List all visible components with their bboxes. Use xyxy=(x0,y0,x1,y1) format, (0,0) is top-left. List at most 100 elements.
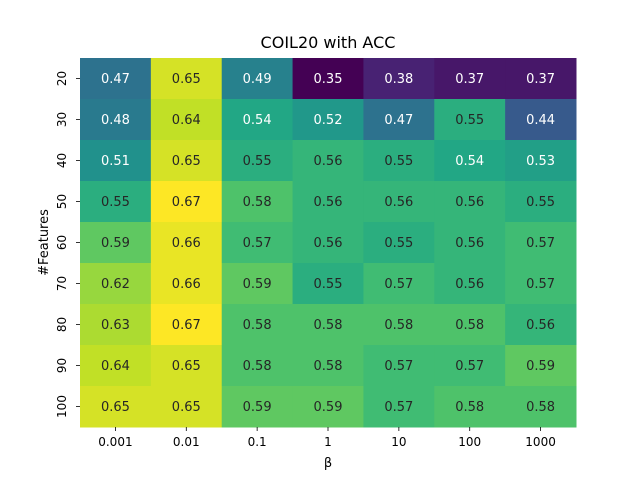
heatmap-cell xyxy=(434,58,506,100)
cell-value-label: 0.55 xyxy=(526,195,555,210)
heatmap-cell xyxy=(150,304,223,346)
x-axis-ticks: 0.001 0.01 0.1 1 10 100 1000 xyxy=(98,427,556,449)
x-tick-label: 100 xyxy=(458,435,481,449)
cell-value-label: 0.57 xyxy=(526,236,555,251)
heatmap-cell xyxy=(80,386,152,428)
cell-value-label: 0.53 xyxy=(526,154,555,169)
heatmap-cell xyxy=(434,386,506,428)
cell-value-label: 0.38 xyxy=(384,72,413,87)
heatmap-cell xyxy=(505,304,577,346)
heatmap-cell xyxy=(221,99,294,141)
heatmap-cell xyxy=(150,386,223,428)
cell-value-label: 0.64 xyxy=(101,359,130,374)
heatmap-cell xyxy=(221,222,294,264)
heatmap-cell xyxy=(363,99,435,141)
cell-value-label: 0.57 xyxy=(455,359,484,374)
heatmap-cell xyxy=(363,386,435,428)
cell-value-label: 0.55 xyxy=(314,277,343,292)
heatmap-cell xyxy=(292,263,364,305)
cell-value-label: 0.59 xyxy=(101,236,130,251)
heatmap-cell xyxy=(150,99,223,141)
cell-value-label: 0.58 xyxy=(455,318,484,333)
cell-value-label: 0.58 xyxy=(243,195,272,210)
heatmap-cell xyxy=(80,222,152,264)
x-tick-label: 1 xyxy=(324,435,332,449)
heatmap-cell xyxy=(292,222,364,264)
cell-value-label: 0.59 xyxy=(243,400,272,415)
heatmap-cell xyxy=(80,345,152,387)
cell-value-label: 0.58 xyxy=(384,318,413,333)
heatmap-cell xyxy=(292,386,364,428)
cell-value-label: 0.55 xyxy=(101,195,130,210)
cell-value-label: 0.49 xyxy=(243,72,272,87)
heatmap-cell xyxy=(221,345,294,387)
cell-value-label: 0.56 xyxy=(526,318,555,333)
cell-value-label: 0.58 xyxy=(243,359,272,374)
cell-value-label: 0.59 xyxy=(314,400,343,415)
heatmap-cell xyxy=(221,140,294,182)
cell-value-label: 0.57 xyxy=(384,277,413,292)
cell-value-label: 0.66 xyxy=(172,236,201,251)
heatmap-cell xyxy=(434,222,506,264)
heatmap-cell xyxy=(221,58,294,100)
cell-value-label: 0.67 xyxy=(172,195,201,210)
cell-value-label: 0.58 xyxy=(455,400,484,415)
cell-value-label: 0.54 xyxy=(243,113,272,128)
heatmap-cell xyxy=(292,140,364,182)
heatmap-cell xyxy=(80,58,152,100)
heatmap-cell xyxy=(505,345,577,387)
y-tick-label: 40 xyxy=(55,153,69,168)
heatmap-cell xyxy=(80,140,152,182)
heatmap-cell xyxy=(434,181,506,223)
cell-value-label: 0.63 xyxy=(101,318,130,333)
heatmap-cell xyxy=(221,263,294,305)
x-axis-label: β xyxy=(324,456,332,471)
heatmap-cell xyxy=(363,181,435,223)
cell-value-label: 0.47 xyxy=(384,113,413,128)
heatmap-cell xyxy=(150,181,223,223)
y-axis-ticks: 20 30 40 50 60 70 80 90 100 xyxy=(55,71,80,418)
x-tick-label: 10 xyxy=(391,435,406,449)
heatmap-cell xyxy=(150,345,223,387)
cell-value-label: 0.37 xyxy=(455,72,484,87)
cell-value-label: 0.56 xyxy=(455,236,484,251)
heatmap-cell xyxy=(505,222,577,264)
y-tick-label: 20 xyxy=(55,71,69,86)
heatmap-cell xyxy=(505,181,577,223)
cell-value-label: 0.58 xyxy=(314,318,343,333)
heatmap-cell xyxy=(150,58,223,100)
cell-value-label: 0.65 xyxy=(172,154,201,169)
cell-value-label: 0.57 xyxy=(384,359,413,374)
y-tick-label: 90 xyxy=(55,358,69,373)
cell-value-label: 0.56 xyxy=(314,236,343,251)
heatmap-cell xyxy=(221,386,294,428)
heatmap-cell xyxy=(505,386,577,428)
cell-value-label: 0.56 xyxy=(455,195,484,210)
cell-value-label: 0.56 xyxy=(314,195,343,210)
heatmap-cell xyxy=(221,304,294,346)
y-tick-label: 80 xyxy=(55,317,69,332)
cell-value-label: 0.55 xyxy=(384,154,413,169)
cell-value-label: 0.48 xyxy=(101,113,130,128)
cell-value-label: 0.56 xyxy=(314,154,343,169)
cell-value-label: 0.65 xyxy=(101,400,130,415)
heatmap-cell xyxy=(505,140,577,182)
cell-value-label: 0.65 xyxy=(172,72,201,87)
heatmap-cell xyxy=(363,304,435,346)
heatmap-cell xyxy=(363,222,435,264)
cell-value-label: 0.57 xyxy=(526,277,555,292)
cell-value-label: 0.55 xyxy=(243,154,272,169)
heatmap-cell xyxy=(292,58,364,100)
y-tick-label: 60 xyxy=(55,235,69,250)
heatmap-cell xyxy=(292,345,364,387)
heatmap-cell xyxy=(80,304,152,346)
cell-value-label: 0.57 xyxy=(384,400,413,415)
cell-value-label: 0.56 xyxy=(384,195,413,210)
cell-value-label: 0.65 xyxy=(172,400,201,415)
cell-value-label: 0.35 xyxy=(314,72,343,87)
heatmap-cell xyxy=(292,181,364,223)
x-tick-label: 0.1 xyxy=(248,435,267,449)
cell-value-label: 0.55 xyxy=(384,236,413,251)
heatmap-cell xyxy=(434,263,506,305)
